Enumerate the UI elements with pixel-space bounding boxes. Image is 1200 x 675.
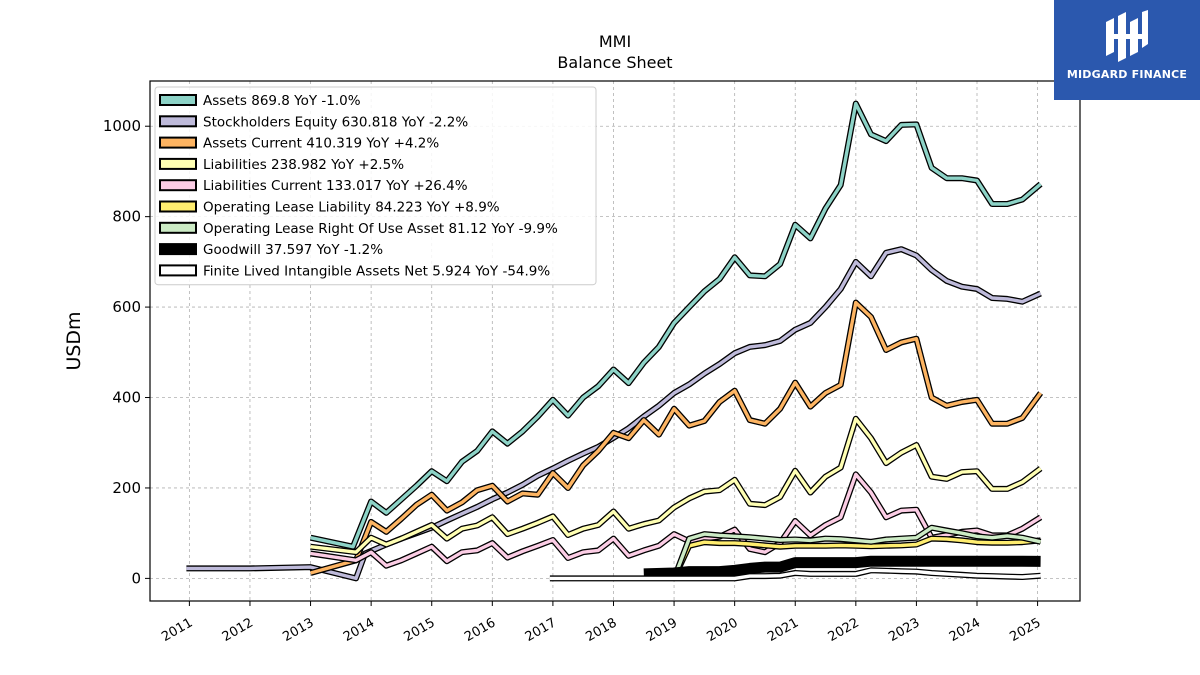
series-line-outline — [643, 555, 1041, 580]
legend-swatch — [159, 115, 197, 128]
y-tick-label: 1000 — [103, 117, 141, 135]
y-tick-label: 0 — [131, 569, 141, 587]
y-tick-label: 200 — [112, 479, 141, 497]
x-tick-label: 2014 — [341, 615, 377, 645]
x-tick-label: 2022 — [826, 615, 862, 645]
legend-swatch — [159, 94, 197, 106]
x-tick-label: 2023 — [886, 615, 922, 645]
x-tick-label: 2016 — [462, 615, 498, 645]
legend-swatch — [159, 136, 197, 149]
logo-text: MIDGARD FINANCE — [1066, 68, 1188, 81]
x-tick-label: 2025 — [1007, 615, 1043, 645]
series-layer — [186, 100, 1044, 582]
plot-frame — [149, 80, 1081, 602]
legend-swatch — [159, 179, 197, 192]
y-axis-label: USDm — [63, 311, 85, 370]
logo-mark-icon — [1106, 10, 1148, 62]
x-tick-label: 2019 — [644, 615, 680, 645]
legend-swatch — [159, 221, 197, 234]
chart-subtitle: Balance Sheet — [557, 53, 672, 72]
y-tick-label: 800 — [112, 208, 141, 226]
legend: Assets 869.8 YoY -1.0% Stockholders Equit… — [154, 86, 597, 286]
x-tick-label: 2017 — [523, 615, 559, 645]
chart-title: MMI — [599, 32, 631, 51]
series-line — [310, 300, 1042, 575]
legend-entry: Operating Lease Liability 84.223 YoY +8.… — [203, 200, 500, 216]
series-line — [549, 568, 1041, 581]
series-line — [672, 536, 1041, 580]
legend-swatch — [159, 243, 197, 256]
legend-entry: Operating Lease Right Of Use Asset 81.12… — [203, 221, 558, 237]
x-tick-label: 2021 — [765, 615, 801, 645]
legend-entry: Goodwill 37.597 YoY -1.2% — [203, 242, 383, 258]
series-line — [310, 101, 1042, 549]
legend-entry: Liabilities 238.982 YoY +2.5% — [203, 157, 404, 173]
legend-swatch — [159, 157, 197, 170]
legend-swatch — [159, 200, 197, 213]
brand-logo: MIDGARD FINANCE — [1054, 0, 1200, 100]
series-line — [672, 526, 1041, 580]
legend-box — [154, 86, 597, 286]
series-line — [310, 417, 1042, 554]
x-tick-label: 2020 — [704, 615, 740, 645]
legend-swatch — [159, 264, 197, 277]
legend-entry: Assets Current 410.319 YoY +4.2% — [203, 136, 439, 152]
legend-entry: Finite Lived Intangible Assets Net 5.924… — [203, 263, 550, 279]
x-tick-label: 2013 — [280, 615, 316, 645]
x-tick-label: 2018 — [583, 615, 619, 645]
x-tick-label: 2012 — [220, 615, 256, 645]
x-tick-label: 2015 — [402, 615, 438, 645]
x-tick-label: 2011 — [159, 615, 195, 645]
legend-entry: Stockholders Equity 630.818 YoY -2.2% — [203, 114, 468, 130]
x-tick-label: 2024 — [947, 615, 983, 645]
y-tick-label: 600 — [112, 298, 141, 316]
y-tick-label: 400 — [112, 389, 141, 407]
legend-entry: Liabilities Current 133.017 YoY +26.4% — [203, 178, 468, 194]
legend-entry: Assets 869.8 YoY -1.0% — [203, 93, 361, 109]
